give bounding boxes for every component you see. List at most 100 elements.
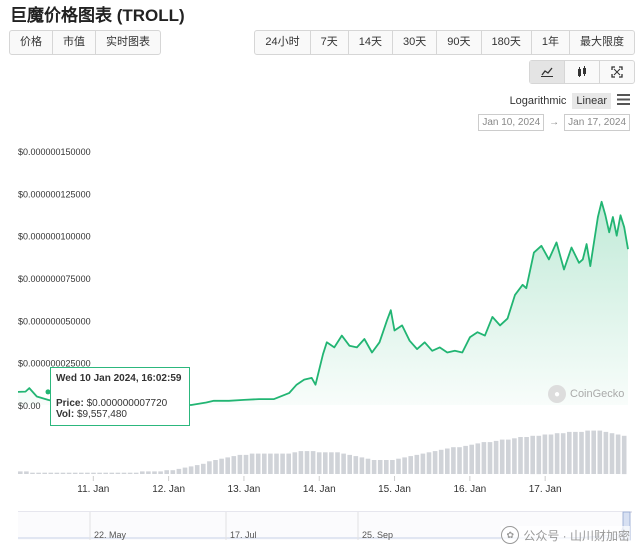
- volume-bar: [384, 460, 389, 474]
- volume-bar: [377, 460, 383, 474]
- volume-bar: [402, 457, 407, 474]
- volume-bar: [140, 471, 145, 474]
- tab-live-chart[interactable]: 实时图表: [106, 36, 150, 48]
- volume-bar: [487, 442, 493, 474]
- coingecko-label: CoinGecko: [570, 388, 625, 400]
- hamburger-menu-icon[interactable]: [617, 94, 630, 108]
- x-tick-label: 11. Jan: [77, 484, 109, 495]
- coingecko-logo-icon: ●: [548, 385, 566, 403]
- volume-bar: [164, 470, 169, 474]
- volume-bar: [603, 431, 609, 474]
- volume-bar: [438, 449, 444, 474]
- volume-bar: [30, 472, 35, 474]
- volume-bar: [475, 443, 481, 474]
- volume-bar: [597, 430, 603, 474]
- wechat-icon: ✿: [501, 526, 520, 544]
- volume-bar: [127, 472, 133, 474]
- volume-bar: [341, 453, 346, 474]
- fullscreen-icon: [611, 66, 623, 78]
- tab-90d[interactable]: 90天: [437, 31, 482, 54]
- volume-bar: [115, 472, 121, 474]
- volume-bar: [170, 470, 176, 474]
- volume-bar: [152, 471, 157, 474]
- volume-bar: [365, 458, 371, 474]
- volume-bar: [347, 454, 352, 474]
- volume-bar: [133, 472, 139, 474]
- tab-7d[interactable]: 7天: [311, 31, 349, 54]
- volume-bar: [201, 463, 206, 474]
- scale-switcher: Logarithmic Linear: [504, 93, 630, 109]
- tab-14d[interactable]: 14天: [349, 31, 394, 54]
- volume-bar: [506, 439, 511, 474]
- volume-bar: [48, 472, 54, 474]
- chart-tooltip: Wed 10 Jan 2024, 16:02:59 Price: $0.0000…: [50, 367, 190, 426]
- volume-bar: [176, 468, 182, 474]
- volume-bar: [280, 453, 285, 474]
- y-tick-label: $0.000000100000: [18, 232, 91, 242]
- volume-bar: [225, 457, 230, 474]
- scale-linear[interactable]: Linear: [572, 93, 611, 109]
- metric-tabs: 价格 市值 实时图表: [9, 30, 161, 55]
- hover-point-marker: [45, 389, 51, 395]
- volume-bar: [207, 461, 212, 475]
- volume-bar: [219, 458, 224, 474]
- tab-1y[interactable]: 1年: [532, 31, 570, 54]
- volume-bar: [54, 472, 60, 474]
- tooltip-date: Wed 10 Jan 2024, 16:02:59: [56, 373, 182, 384]
- volume-bar: [554, 433, 560, 474]
- volume-bar: [621, 435, 627, 475]
- navigator-label: 25. Sep: [362, 530, 393, 540]
- y-tick-label: $0.000000050000: [18, 316, 91, 326]
- volume-bar: [548, 434, 554, 474]
- volume-bar: [213, 460, 218, 474]
- volume-bar: [542, 434, 548, 474]
- volume-bar: [72, 472, 78, 474]
- volume-bar: [121, 472, 127, 474]
- volume-bar: [60, 472, 66, 474]
- volume-bar: [255, 453, 261, 474]
- candlestick-button[interactable]: [565, 61, 600, 83]
- volume-bar: [286, 453, 291, 474]
- date-to-input[interactable]: Jan 17, 2024: [564, 114, 630, 131]
- line-chart-button[interactable]: [530, 61, 565, 83]
- volume-bar: [36, 472, 41, 474]
- fullscreen-button[interactable]: [600, 61, 634, 83]
- volume-bar: [85, 472, 90, 474]
- tab-30d[interactable]: 30天: [393, 31, 438, 54]
- scale-logarithmic[interactable]: Logarithmic: [509, 95, 567, 107]
- volume-bar: [249, 453, 255, 474]
- volume-bar: [194, 465, 200, 474]
- volume-bar: [262, 453, 267, 474]
- tab-24h[interactable]: 24小时: [255, 31, 311, 54]
- y-tick-label: $0.00: [18, 401, 41, 411]
- volume-bar: [353, 456, 359, 474]
- x-tick-label: 13. Jan: [228, 484, 261, 495]
- volume-bar: [231, 456, 237, 474]
- tab-max[interactable]: 最大限度: [580, 36, 624, 48]
- volume-bar: [481, 442, 487, 474]
- tab-180d[interactable]: 180天: [482, 31, 532, 54]
- volume-bar: [609, 433, 615, 474]
- date-from-input[interactable]: Jan 10, 2024: [478, 114, 545, 131]
- volume-bar: [524, 437, 529, 474]
- page-title: 巨魔价格图表 (TROLL): [10, 6, 185, 25]
- date-range: Jan 10, 2024 → Jan 17, 2024: [478, 114, 630, 131]
- volume-bar: [396, 458, 401, 474]
- tab-price[interactable]: 价格: [10, 31, 53, 54]
- tab-market-cap[interactable]: 市值: [53, 31, 96, 54]
- tooltip-price-row: Price: $0.000000007720: [56, 398, 184, 409]
- volume-bar: [518, 437, 523, 474]
- x-tick-label: 12. Jan: [152, 484, 185, 495]
- volume-bar: [237, 454, 243, 474]
- volume-bar: [426, 452, 432, 474]
- line-chart-icon: [541, 67, 553, 77]
- volume-bar: [158, 471, 163, 474]
- volume-bar: [316, 452, 322, 474]
- y-tick-label: $0.000000125000: [18, 189, 91, 199]
- volume-bar: [109, 472, 115, 474]
- volume-bar: [567, 431, 572, 474]
- tooltip-vol-value: $9,557,480: [76, 409, 127, 420]
- volume-bar: [268, 453, 273, 474]
- volume-bar: [335, 452, 340, 474]
